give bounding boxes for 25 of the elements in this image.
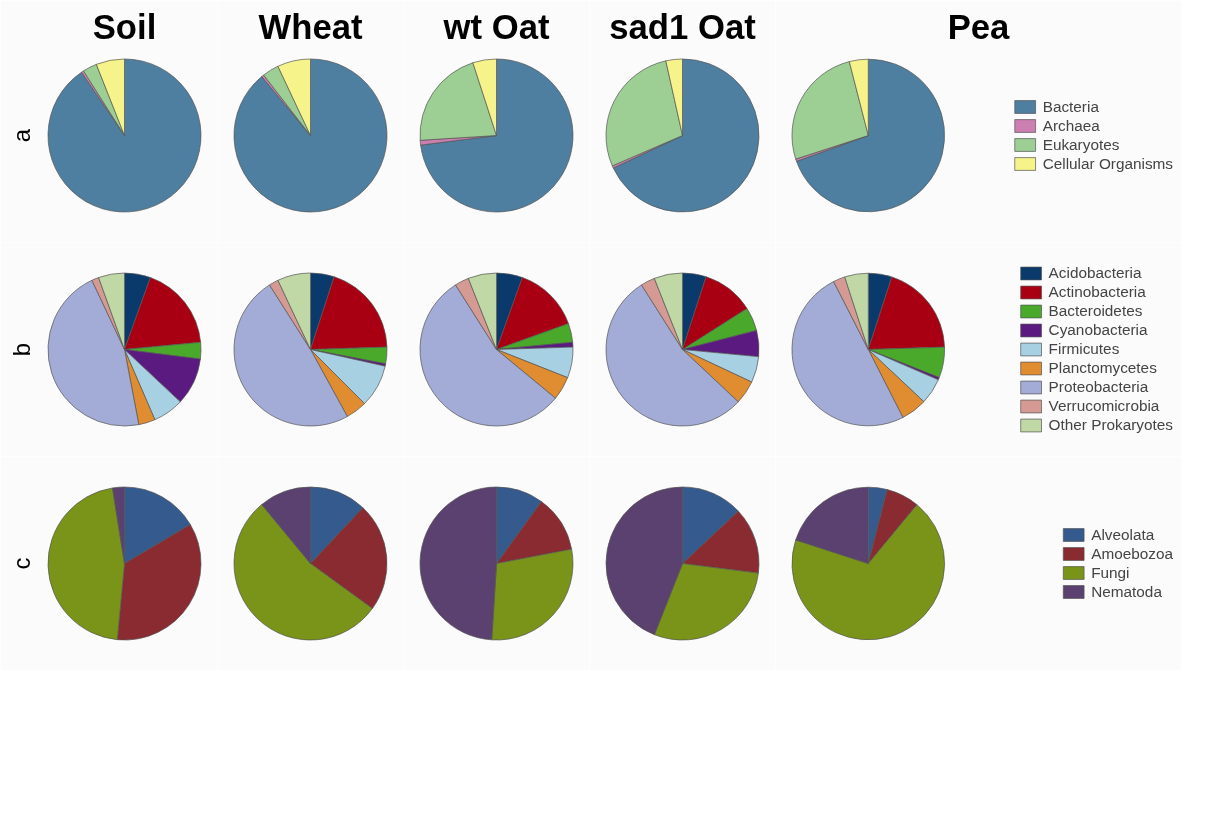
slice-label: wt Oat xyxy=(442,7,550,46)
legend-label: Other Prokaryotes xyxy=(1048,416,1173,434)
legend-label: Fungi xyxy=(1091,563,1130,582)
legend-label: Nematoda xyxy=(1091,582,1162,601)
legend-label: Proteobacteria xyxy=(1048,378,1149,396)
legend-label: Archaea xyxy=(1042,116,1100,135)
text: b xyxy=(7,342,35,357)
legend-label: Actinobacteria xyxy=(1048,283,1146,301)
legend-label: Acidobacteria xyxy=(1048,264,1142,282)
slice-label: sad1 Oat xyxy=(609,7,757,46)
slice-label: Pea xyxy=(947,7,1011,46)
text: a xyxy=(7,128,35,143)
legend-label: Firmicutes xyxy=(1048,340,1120,358)
legend-label: Bacteria xyxy=(1042,97,1099,116)
legend-label: Verrucomicrobia xyxy=(1048,397,1160,415)
legend-label: Alveolata xyxy=(1091,525,1155,544)
legend-label: Bacteroidetes xyxy=(1048,302,1143,320)
legend-label: Eukaryotes xyxy=(1042,135,1120,154)
legend-label: Cyanobacteria xyxy=(1048,321,1148,339)
legend-label: Amoebozoa xyxy=(1091,544,1173,563)
slice-label: Soil xyxy=(92,7,157,46)
slice-label: Wheat xyxy=(258,7,363,46)
legend-label: Cellular Organisms xyxy=(1042,154,1173,173)
text: c xyxy=(7,557,35,570)
legend-label: Planctomycetes xyxy=(1048,359,1157,377)
